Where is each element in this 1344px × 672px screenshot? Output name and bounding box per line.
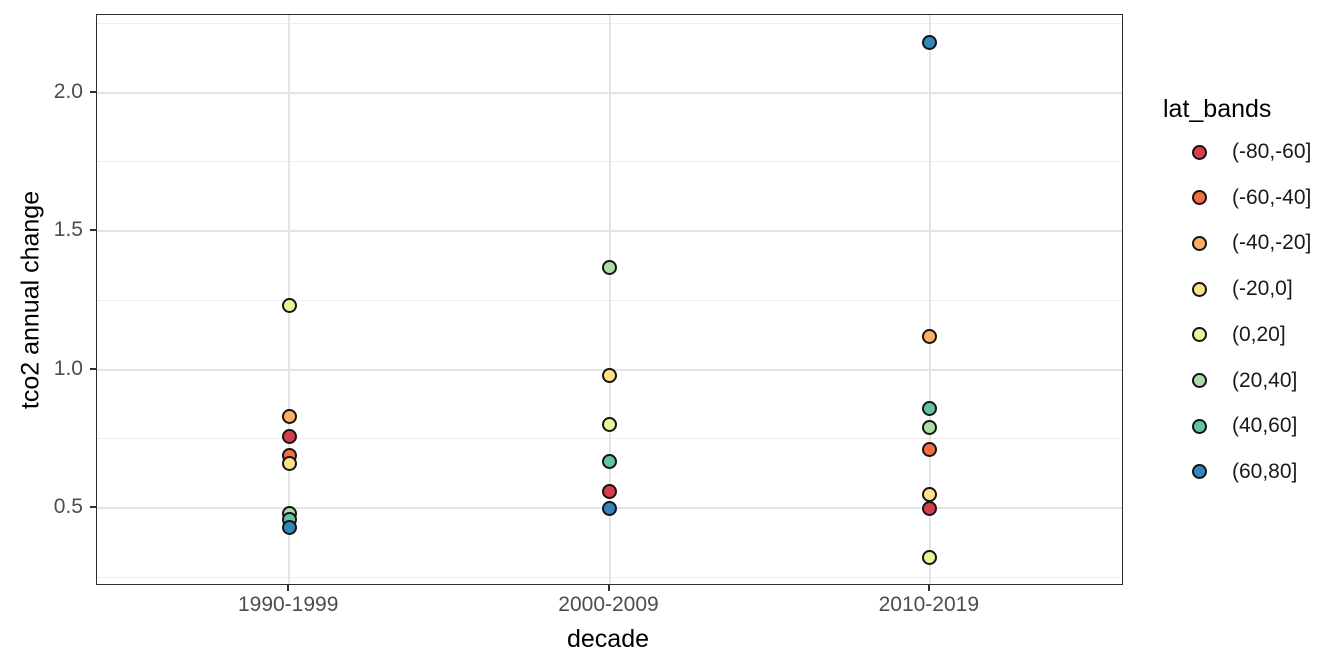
data-point-(20,40]-2010-2019 (922, 420, 938, 436)
y-tick-mark-1.5 (90, 229, 96, 232)
y-tick-mark-2.0 (90, 90, 96, 93)
x-tick-label-2010-2019: 2010-2019 (878, 593, 980, 616)
data-point-(-80,-60]-2000-2009 (602, 483, 617, 499)
data-point-(40,60]-2010-2019 (922, 400, 938, 416)
legend-item-(40,60]: (40,60] (1163, 411, 1343, 441)
legend: lat_bands (-80,-60] (-60,-40] (-40,-20] (-2… (1163, 95, 1343, 483)
legend-swatch-(-80,-60] (1192, 144, 1207, 160)
y-tick-mark-1.0 (90, 367, 96, 370)
legend-label-(40,60]: (40,60] (1232, 414, 1298, 438)
data-point-(-20,0]-2010-2019 (922, 486, 938, 502)
data-point-(-20,0]-2000-2009 (602, 367, 617, 383)
legend-swatch-(-60,-40] (1192, 190, 1207, 206)
x-axis-title: decade (566, 625, 650, 653)
data-point-(-40,-20]-2010-2019 (922, 328, 938, 344)
legend-swatch-(60,80] (1192, 464, 1207, 480)
legend-swatch-(-20,0] (1192, 281, 1207, 297)
x-tick-mark-2010-2019 (927, 585, 930, 591)
data-point-(0,20]-2000-2009 (602, 417, 617, 433)
x-tick-mark-2000-2009 (607, 585, 610, 591)
plot-panel (96, 14, 1123, 585)
legend-item-(-20,0]: (-20,0] (1163, 274, 1343, 304)
legend-label-(60,80]: (60,80] (1232, 459, 1298, 483)
legend-label-(-20,0]: (-20,0] (1232, 277, 1293, 301)
legend-swatch-(20,40] (1192, 373, 1207, 388)
legend-swatch-(40,60] (1192, 418, 1207, 434)
data-point-(-40,-20]-1990-1999 (281, 409, 297, 425)
data-point-(60,80]-2010-2019 (922, 35, 938, 51)
data-point-(20,40]-2000-2009 (602, 259, 617, 275)
legend-item-(-80,-60]: (-80,-60] (1163, 137, 1343, 167)
legend-label-(-60,-40]: (-60,-40] (1232, 185, 1312, 209)
y-tick-label-1.5: 1.5 (53, 218, 83, 242)
x-tick-label-2000-2009: 2000-2009 (558, 593, 659, 616)
legend-title: lat_bands (1163, 95, 1272, 123)
legend-item-(20,40]: (20,40] (1163, 366, 1343, 396)
x-tick-label-1990-1999: 1990-1999 (237, 593, 339, 616)
legend-label-(-40,-20]: (-40,-20] (1232, 231, 1312, 255)
y-tick-label-0.5: 0.5 (53, 495, 83, 519)
legend-label-(20,40]: (20,40] (1232, 368, 1298, 392)
data-point-(0,20]-1990-1999 (281, 298, 297, 314)
gridline-major-x-2000-2009 (608, 15, 611, 584)
data-point-(60,80]-1990-1999 (281, 519, 297, 535)
x-tick-mark-1990-1999 (287, 585, 290, 591)
y-tick-label-2.0: 2.0 (53, 79, 83, 103)
gridline-major-x-2010-2019 (928, 15, 931, 584)
data-point-(-80,-60]-1990-1999 (281, 428, 297, 444)
y-tick-mark-0.5 (90, 506, 96, 509)
legend-label-(-80,-60]: (-80,-60] (1232, 140, 1312, 163)
legend-item-(0,20]: (0,20] (1163, 320, 1343, 350)
y-tick-label-1.0: 1.0 (53, 356, 83, 380)
legend-swatch-(0,20] (1192, 327, 1207, 343)
data-point-(40,60]-2000-2009 (602, 453, 617, 469)
legend-item-(60,80]: (60,80] (1163, 457, 1343, 487)
legend-swatch-(-40,-20] (1192, 235, 1207, 251)
legend-item-(-60,-40]: (-60,-40] (1163, 183, 1343, 213)
data-point-(-80,-60]-2010-2019 (922, 500, 938, 516)
data-point-(-60,-40]-2010-2019 (922, 442, 938, 458)
legend-item-(-40,-20]: (-40,-20] (1163, 228, 1343, 258)
data-point-(60,80]-2000-2009 (602, 500, 617, 516)
legend-label-(0,20]: (0,20] (1232, 322, 1286, 346)
data-point-(0,20]-2010-2019 (922, 550, 938, 566)
data-point-(-20,0]-1990-1999 (281, 456, 297, 472)
